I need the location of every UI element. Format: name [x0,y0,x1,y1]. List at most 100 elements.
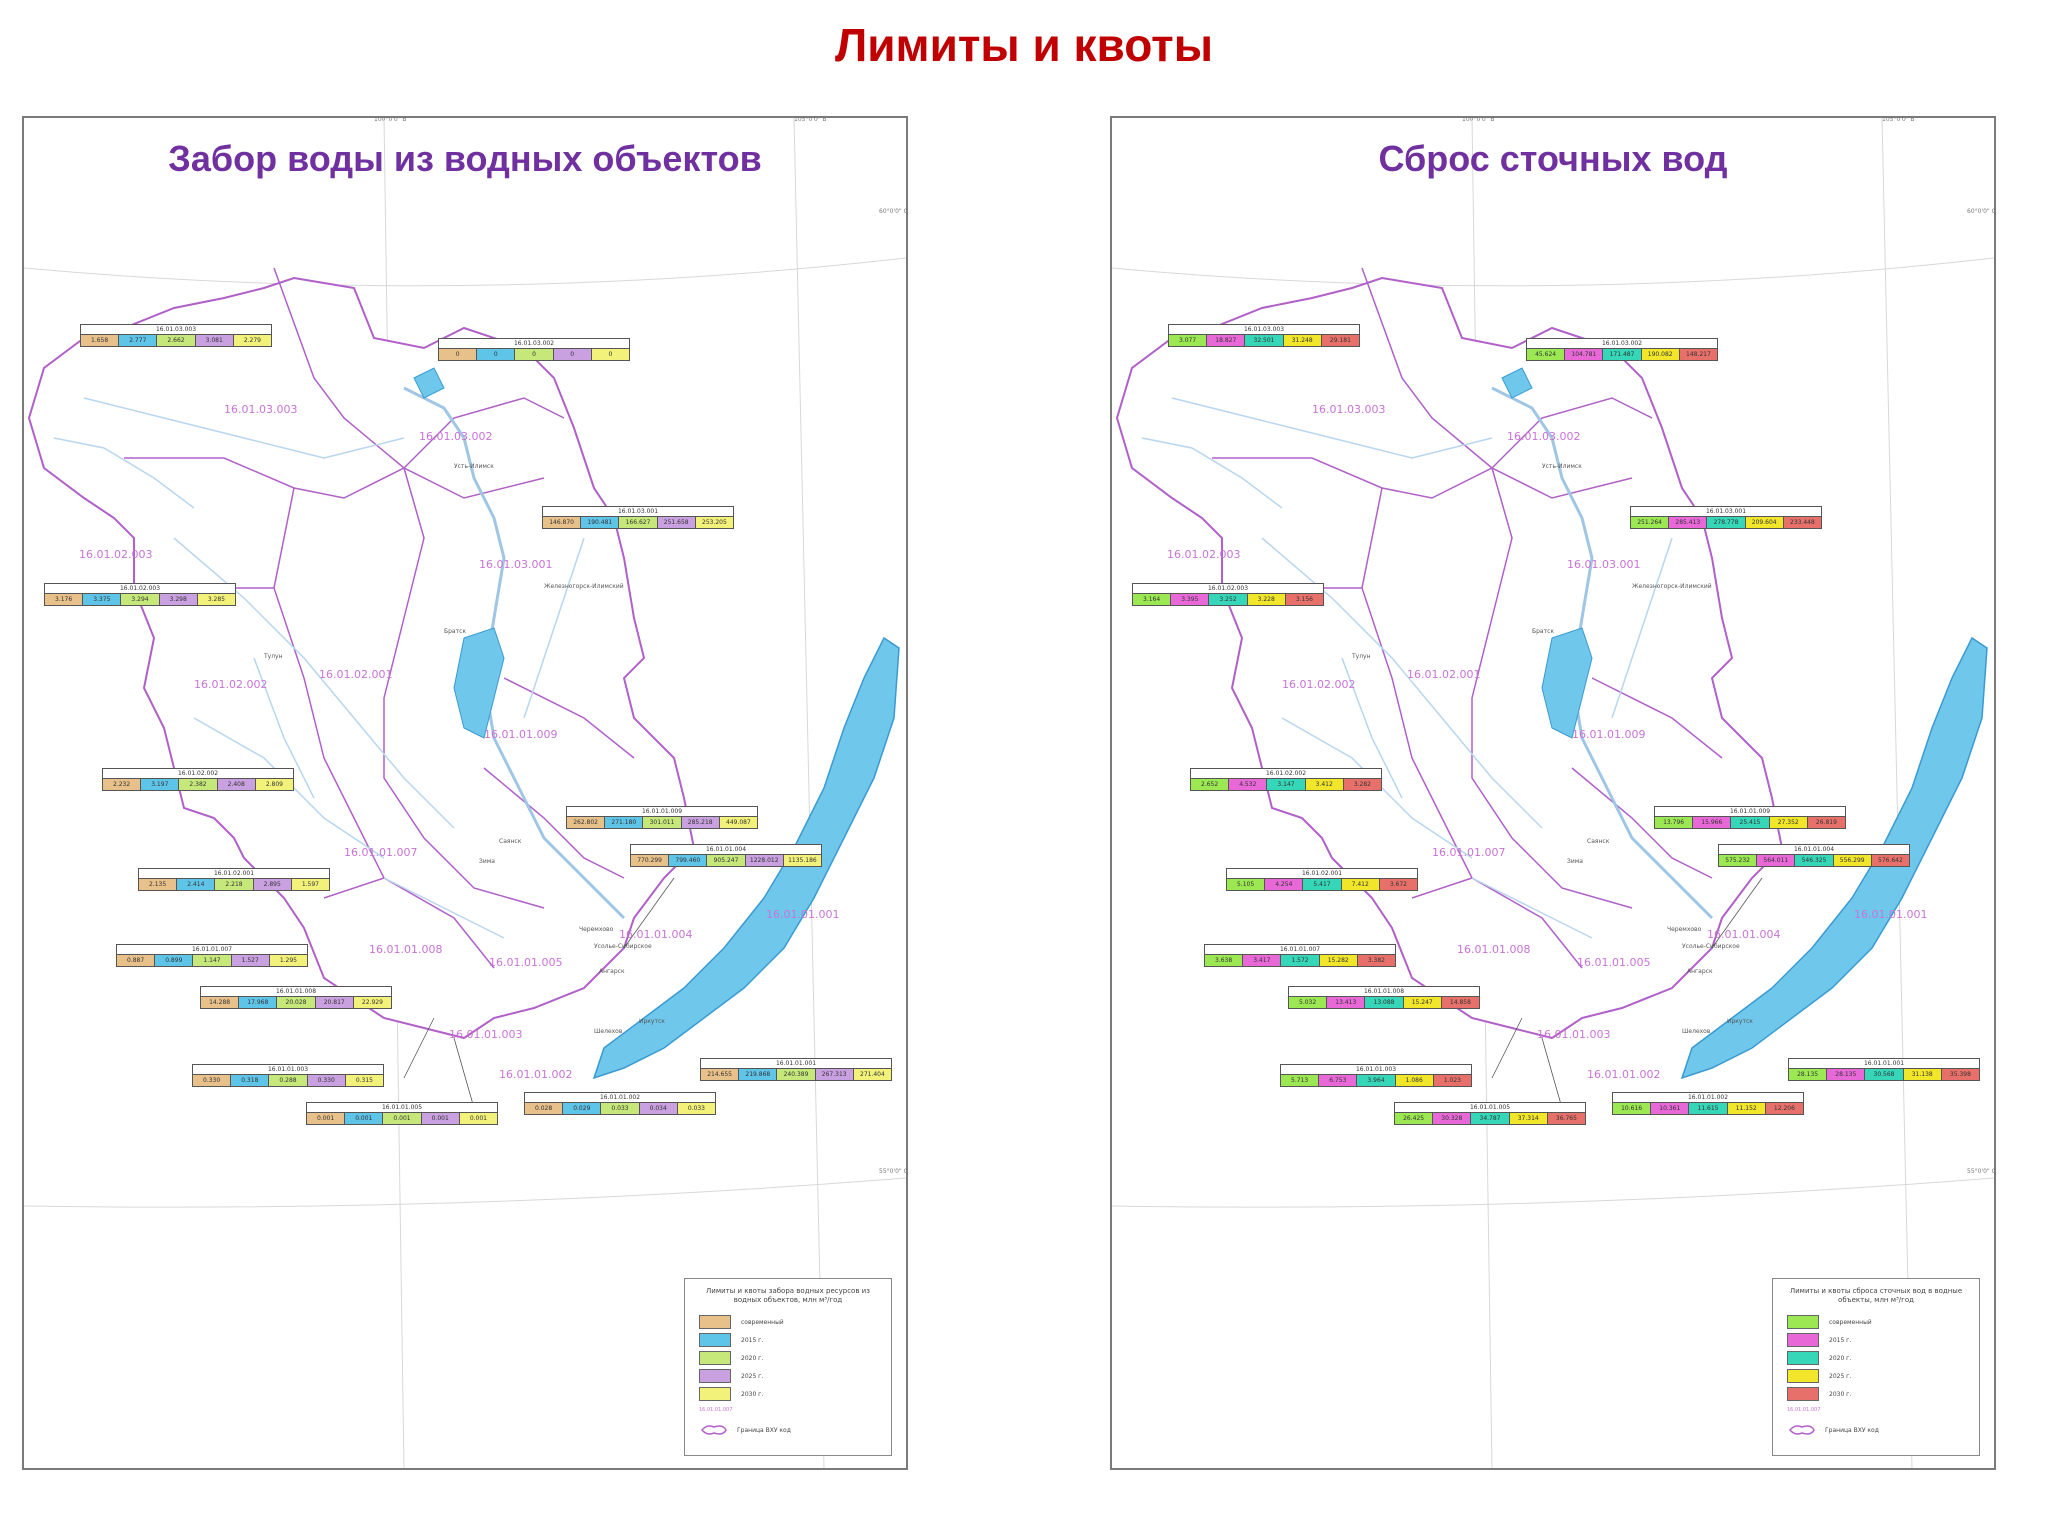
city-label: Ангарск [1687,968,1713,975]
lake-baikal [1680,636,1988,1080]
value-table-cell: 251.264 [1631,517,1670,528]
value-table-cell: 0.315 [345,1075,384,1086]
discharge-basin-map [1112,118,1994,1468]
value-table-code: 16.01.01.009 [567,807,757,817]
city-label: Зима [479,858,495,865]
legend-item: 2015 г. [1787,1333,1979,1347]
legend-code-sample: 16.01.01.007 [699,1407,733,1413]
value-table-cell: 0.029 [563,1103,602,1114]
value-table-code: 16.01.01.001 [701,1059,891,1069]
leader-line [1491,1017,1523,1079]
value-table-cell: 31.248 [1283,335,1322,346]
legend-item: 2020 г. [1787,1351,1979,1365]
value-table: 16.01.01.009 262.802 271.180 301.011 285.218… [566,806,758,829]
basin-code: 16.01.01.003 [449,1028,523,1041]
basin-code: 16.01.02.002 [1282,678,1356,691]
legend-label: 2020 г. [1829,1354,1852,1362]
basin-code: 16.01.03.003 [1312,403,1386,416]
legend-swatch [699,1333,731,1347]
value-table-cell: 1.527 [231,955,270,966]
value-table-cell: 0.001 [421,1113,460,1124]
value-table-code: 16.01.03.002 [1527,339,1717,349]
value-table-cell: 15.966 [1693,817,1732,828]
value-table-cell: 11.615 [1689,1103,1728,1114]
value-table-cell: 1.023 [1433,1075,1472,1086]
value-table-code: 16.01.02.001 [1227,869,1417,879]
coord-side-2: 55°0'0" С [1967,1168,1996,1175]
value-table-cell: 905.247 [707,855,746,866]
subbasin-boundary [1212,457,1633,499]
value-table: 16.01.03.001 251.264 285.413 278.778 209.604… [1630,506,1822,529]
river [523,537,585,719]
value-table-row: 13.796 15.966 25.415 27.352 26.819 [1655,817,1846,828]
value-table-code: 16.01.01.001 [1789,1059,1979,1069]
value-table-cell: 3.672 [1379,879,1418,890]
legend-boundary-label: Граница ВХУ код [737,1426,791,1434]
value-table-row: 14.288 17.968 20.028 20.817 22.929 [201,997,392,1008]
slide-title: Лимиты и квоты [835,19,1213,71]
value-table-cell: 3.395 [1171,594,1210,605]
value-table: 16.01.03.003 1.658 2.777 2.662 3.081 2.279 [80,324,272,347]
value-table-code: 16.01.01.007 [1205,945,1395,955]
bratsk-reservoir [453,627,505,739]
legend-label: современный [1829,1318,1872,1326]
basin-code: 16.01.01.005 [1577,956,1651,969]
value-table-cell: 15.247 [1403,997,1442,1008]
legend-title: Лимиты и квоты забора водных ресурсов из… [706,1287,870,1304]
ust-ilimsk-reservoir [413,367,445,399]
value-table-cell: 0.001 [345,1113,384,1124]
value-table-row: 2.135 2.414 2.218 2.895 1.597 [139,879,330,890]
basin-code: 16.01.03.003 [224,403,298,416]
value-table: 16.01.03.002 45.624 104.781 171.487 190.082 1… [1526,338,1718,361]
value-table-cell: 0 [439,349,478,360]
leader-line [623,877,675,949]
subbasin-boundary [483,767,625,879]
value-table-cell: 3.298 [159,594,198,605]
value-table: 16.01.03.002 0 0 0 0 0 [438,338,630,361]
value-table-cell: 3.285 [197,594,236,605]
value-table-cell: 1.295 [269,955,308,966]
legend-boundary-label: Граница ВХУ код [1825,1426,1879,1434]
city-label: Шелехов [1682,1028,1711,1035]
city-label: Усолье-Сибирское [1682,943,1740,950]
value-table-cell: 13.796 [1655,817,1694,828]
city-label: Братск [444,628,467,635]
value-table-row: 251.264 285.413 278.778 209.604 233.448 [1631,517,1822,528]
value-table-row: 2.652 4.532 3.147 3.412 3.282 [1191,779,1382,790]
value-table-code: 16.01.01.008 [1289,987,1479,997]
ust-ilimsk-reservoir [1501,367,1533,399]
value-table-cell: 1135.186 [783,855,822,866]
legend-item: 2020 г. [699,1351,891,1365]
river [193,717,385,859]
subbasin-boundary [124,457,545,499]
basin-code: 16.01.01.001 [766,908,840,921]
value-table-cell: 285.413 [1669,517,1708,528]
value-table-cell: 2.382 [179,779,218,790]
value-table-cell: 10.361 [1651,1103,1690,1114]
discharge-legend: Лимиты и квоты сброса сточных вод в водн… [1772,1278,1980,1456]
value-table-row: 3.638 3.417 1.572 15.282 3.382 [1205,955,1396,966]
value-table: 16.01.01.004 575.232 564.011 546.325 556.299… [1718,844,1910,867]
value-table-cell: 10.616 [1613,1103,1652,1114]
coord-side-1: 60°0'0" С [879,208,908,215]
value-table-cell: 5.032 [1289,997,1328,1008]
coord-top-1: 100°0'0" В [1462,116,1495,123]
value-table-cell: 240.389 [777,1069,816,1080]
value-table-cell: 0.330 [307,1075,346,1086]
intake-basin-map [24,118,906,1468]
value-table-cell: 2.809 [255,779,294,790]
legend-label: 2015 г. [741,1336,764,1344]
basin-code: 16.01.03.002 [419,430,493,443]
value-table-cell: 3.228 [1247,594,1286,605]
value-table-cell: 18.827 [1207,335,1246,346]
angara-river [403,386,626,920]
subbasin-boundary [1491,397,1653,469]
value-table-cell: 25.415 [1731,817,1770,828]
value-table-cell: 0.001 [459,1113,498,1124]
intake-map-panel: Забор воды из водных объектов 100°0'0" В… [22,116,908,1470]
value-table-cell: 146.870 [543,517,582,528]
value-table: 16.01.01.005 26.425 30.328 34.787 37.314 36.7… [1394,1102,1586,1125]
value-table-row: 26.425 30.328 34.787 37.314 36.765 [1395,1113,1586,1124]
lake-baikal [592,636,900,1080]
